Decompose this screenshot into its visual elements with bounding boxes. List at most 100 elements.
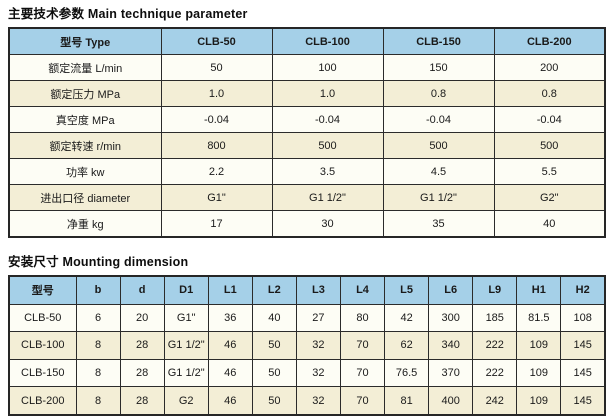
table-row: 额定压力 MPa 1.0 1.0 0.8 0.8 [8, 80, 606, 107]
table-row: 真空度 MPa -0.04 -0.04 -0.04 -0.04 [8, 106, 606, 133]
table-cell: 4.5 [382, 158, 495, 185]
row-label: CLB-100 [8, 331, 77, 360]
table-cell: 70 [339, 331, 386, 360]
table-cell: -0.04 [382, 106, 495, 133]
table-cell: 370 [428, 358, 474, 388]
table-cell: 50 [251, 358, 297, 388]
table-cell: 1.0 [160, 80, 273, 107]
table-cell: 76.5 [384, 358, 430, 388]
column-header: CLB-50 [160, 27, 273, 55]
row-label: 额定转速 r/min [8, 132, 162, 159]
table-cell: 0.8 [382, 80, 495, 107]
column-header: L5 [384, 275, 430, 305]
table-cell: 1.0 [271, 80, 384, 107]
table-cell: 100 [271, 54, 384, 81]
table-cell: 46 [207, 358, 253, 388]
table-cell: 36 [207, 303, 253, 333]
table-cell: 500 [271, 132, 384, 159]
column-header: 型号 Type [8, 27, 162, 55]
table-cell: 109 [516, 331, 562, 360]
column-header: d [119, 275, 165, 305]
table-cell: 46 [207, 386, 253, 416]
table-cell: 145 [560, 331, 606, 360]
technique-table-body: 额定流量 L/min 50 100 150 200 额定压力 MPa 1.0 1.0 0.8 0.… [8, 54, 606, 238]
table-cell: 8 [75, 331, 121, 360]
table-cell: G1 1/2" [382, 184, 495, 211]
mounting-section-title: 安装尺寸 Mounting dimension [8, 255, 189, 269]
table-cell: 28 [119, 386, 165, 416]
table-cell: 46 [207, 331, 253, 360]
table-row: 额定转速 r/min 800 500 500 500 [8, 132, 606, 159]
table-cell: 8 [75, 386, 121, 416]
column-header: 型号 [8, 275, 77, 305]
row-label: 额定流量 L/min [8, 54, 162, 81]
table-row: CLB-200 8 28 G2 46 50 32 70 81 400 242 109 145 [8, 386, 606, 416]
table-cell: 27 [295, 303, 341, 333]
table-cell: 800 [160, 132, 273, 159]
row-label: CLB-50 [8, 303, 77, 333]
table-cell: 500 [382, 132, 495, 159]
table-cell: 8 [75, 358, 121, 388]
row-label: 净重 kg [8, 210, 162, 238]
table-cell: G1 1/2" [163, 331, 209, 360]
mounting-dimension-table: 型号 b d D1 L1 L2 L3 L4 L5 L6 L9 H1 H2 CLB-50 6 20 G1" 36 4… [8, 275, 606, 416]
table-cell: 30 [271, 210, 384, 238]
table-cell: 109 [516, 386, 562, 416]
table-cell: 42 [384, 303, 430, 333]
table-cell: 109 [516, 358, 562, 388]
technique-header-row: 型号 Type CLB-50 CLB-100 CLB-150 CLB-200 [8, 27, 606, 55]
table-cell: 222 [472, 358, 518, 388]
column-header: L9 [472, 275, 518, 305]
column-header: L3 [295, 275, 341, 305]
table-cell: 200 [493, 54, 606, 81]
table-cell: 28 [119, 358, 165, 388]
table-cell: 5.5 [493, 158, 606, 185]
table-row: CLB-150 8 28 G1 1/2" 46 50 32 70 76.5 370 222 109 14… [8, 358, 606, 388]
row-label: 真空度 MPa [8, 106, 162, 133]
table-cell: 145 [560, 358, 606, 388]
column-header: b [75, 275, 121, 305]
table-cell: 340 [428, 331, 474, 360]
table-cell: 50 [160, 54, 273, 81]
table-cell: 17 [160, 210, 273, 238]
table-cell: 50 [251, 386, 297, 416]
table-cell: 185 [472, 303, 518, 333]
column-header: L4 [339, 275, 386, 305]
table-cell: 81 [384, 386, 430, 416]
table-cell: 81.5 [516, 303, 562, 333]
table-cell: 108 [560, 303, 606, 333]
table-row: CLB-100 8 28 G1 1/2" 46 50 32 70 62 340 222 109 145 [8, 331, 606, 360]
row-label: 进出口径 diameter [8, 184, 162, 211]
table-cell: 300 [428, 303, 474, 333]
row-label: 功率 kw [8, 158, 162, 185]
table-cell: 500 [493, 132, 606, 159]
table-cell: 400 [428, 386, 474, 416]
table-cell: 32 [295, 331, 341, 360]
table-cell: 80 [339, 303, 386, 333]
table-cell: G1 1/2" [163, 358, 209, 388]
table-cell: -0.04 [160, 106, 273, 133]
row-label: CLB-150 [8, 358, 77, 388]
table-cell: 6 [75, 303, 121, 333]
table-cell: 50 [251, 331, 297, 360]
table-row: 额定流量 L/min 50 100 150 200 [8, 54, 606, 81]
table-cell: -0.04 [493, 106, 606, 133]
column-header: CLB-150 [382, 27, 495, 55]
table-cell: G1 1/2" [271, 184, 384, 211]
table-cell: G2 [163, 386, 209, 416]
column-header: D1 [163, 275, 209, 305]
technique-parameter-table: 型号 Type CLB-50 CLB-100 CLB-150 CLB-200 额定流量 … [8, 27, 606, 238]
mounting-header-row: 型号 b d D1 L1 L2 L3 L4 L5 L6 L9 H1 H2 [8, 275, 606, 305]
column-header: L6 [428, 275, 474, 305]
column-header: CLB-100 [271, 27, 384, 55]
table-cell: 70 [339, 358, 386, 388]
table-cell: 222 [472, 331, 518, 360]
technique-section-title: 主要技术参数 Main technique parameter [8, 7, 248, 21]
table-cell: 3.5 [271, 158, 384, 185]
table-cell: 40 [251, 303, 297, 333]
table-cell: 145 [560, 386, 606, 416]
table-cell: 32 [295, 386, 341, 416]
table-row: CLB-50 6 20 G1" 36 40 27 80 42 300 185 81.5 108 [8, 303, 606, 333]
table-row: 净重 kg 17 30 35 40 [8, 210, 606, 238]
